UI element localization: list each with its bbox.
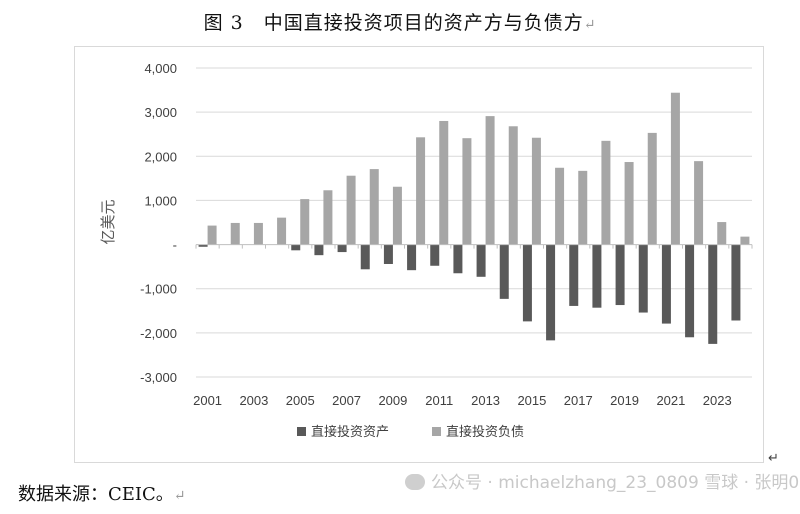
wechat-icon [405, 474, 425, 490]
y-axis-title: 亿美元 [99, 199, 117, 244]
liability-bar-2024 [740, 236, 750, 245]
x-tick-label: 2021 [656, 393, 685, 408]
legend-swatch-1 [432, 427, 441, 436]
y-tick-label: 1,000 [144, 193, 177, 208]
paragraph-mark-icon: ↵ [583, 17, 597, 33]
data-source-text: 数据来源：CEIC。 [18, 484, 174, 505]
x-tick-label: 2005 [286, 393, 315, 408]
y-tick-label: -3,000 [140, 370, 177, 385]
liability-bar-2023 [717, 222, 727, 245]
liability-bar-2005 [300, 199, 310, 245]
liability-bar-2016 [555, 167, 565, 245]
watermark-text: 公众号 · michaelzhang_23_0809 雪球 · 张明0927 [431, 473, 800, 493]
liability-bar-2013 [485, 116, 495, 245]
asset-bar-2019 [615, 244, 625, 306]
asset-bar-2001 [198, 244, 208, 247]
liability-bar-2009 [392, 186, 402, 245]
x-tick-label: 2019 [610, 393, 639, 408]
asset-bar-2013 [476, 244, 486, 277]
asset-bar-2023 [708, 244, 718, 344]
asset-bar-2014 [499, 244, 509, 299]
data-source-note: 数据来源：CEIC。↵ [18, 480, 186, 506]
liability-bar-2019 [624, 162, 634, 245]
y-tick-label: 2,000 [144, 149, 177, 164]
asset-bar-2020 [638, 244, 648, 313]
asset-bar-2024 [731, 244, 741, 321]
liability-bar-2002 [230, 222, 240, 245]
chart-frame [74, 46, 764, 463]
y-tick-label: -1,000 [140, 282, 177, 297]
liability-bar-2022 [694, 161, 704, 245]
x-tick-label: 2015 [517, 393, 546, 408]
asset-bar-2018 [592, 244, 602, 308]
liability-bar-2004 [277, 217, 287, 245]
x-tick-label: 2007 [332, 393, 361, 408]
liability-bar-2008 [369, 169, 379, 245]
liability-bar-2017 [578, 170, 588, 245]
liability-bar-2012 [462, 138, 472, 245]
asset-bar-2022 [685, 244, 695, 338]
liability-bar-2021 [670, 92, 680, 245]
liability-bar-2001 [207, 225, 217, 245]
asset-bar-2017 [569, 244, 579, 306]
liability-bar-2018 [601, 140, 611, 245]
asset-bar-2016 [546, 244, 556, 341]
figure-title: 图 3 中国直接投资项目的资产方与负债方↵ [0, 8, 800, 35]
liability-bar-2006 [323, 190, 333, 245]
asset-bar-2009 [383, 244, 393, 264]
asset-bar-2005 [291, 244, 301, 251]
liability-bar-2014 [508, 126, 518, 245]
x-tick-label: 2009 [378, 393, 407, 408]
x-tick-label: 2011 [425, 393, 453, 408]
x-tick-label: 2023 [703, 393, 732, 408]
y-tick-label: - [173, 238, 177, 253]
legend-label-1: 直接投资负债 [446, 424, 524, 440]
asset-bar-2006 [314, 244, 324, 256]
asset-bar-2011 [430, 244, 440, 266]
watermark: 公众号 · michaelzhang_23_0809 雪球 · 张明0927 [405, 468, 800, 493]
liability-bar-2010 [416, 137, 426, 245]
x-tick-label: 2013 [471, 393, 500, 408]
asset-bar-2012 [453, 244, 463, 274]
corner-paragraph-mark: ↵ [768, 450, 779, 465]
liability-bar-2015 [531, 137, 541, 245]
asset-bar-2007 [337, 244, 347, 253]
figure-title-text: 图 3 中国直接投资项目的资产方与负债方 [203, 12, 584, 34]
liability-bar-2020 [647, 132, 657, 245]
asset-bar-2008 [360, 244, 370, 270]
x-tick-label: 2017 [564, 393, 593, 408]
liability-bar-2003 [253, 222, 263, 245]
y-tick-label: 4,000 [144, 61, 177, 76]
liability-bar-2011 [439, 120, 449, 245]
y-tick-label: -2,000 [140, 326, 177, 341]
asset-bar-2021 [661, 244, 671, 324]
x-tick-label: 2001 [193, 393, 222, 408]
legend-swatch-0 [297, 427, 306, 436]
legend-label-0: 直接投资资产 [311, 424, 389, 440]
paragraph-mark-icon: ↵ [173, 488, 186, 504]
x-tick-label: 2003 [239, 393, 268, 408]
asset-bar-2010 [407, 244, 417, 271]
y-tick-label: 3,000 [144, 105, 177, 120]
liability-bar-2007 [346, 175, 356, 245]
asset-bar-2015 [522, 244, 532, 322]
